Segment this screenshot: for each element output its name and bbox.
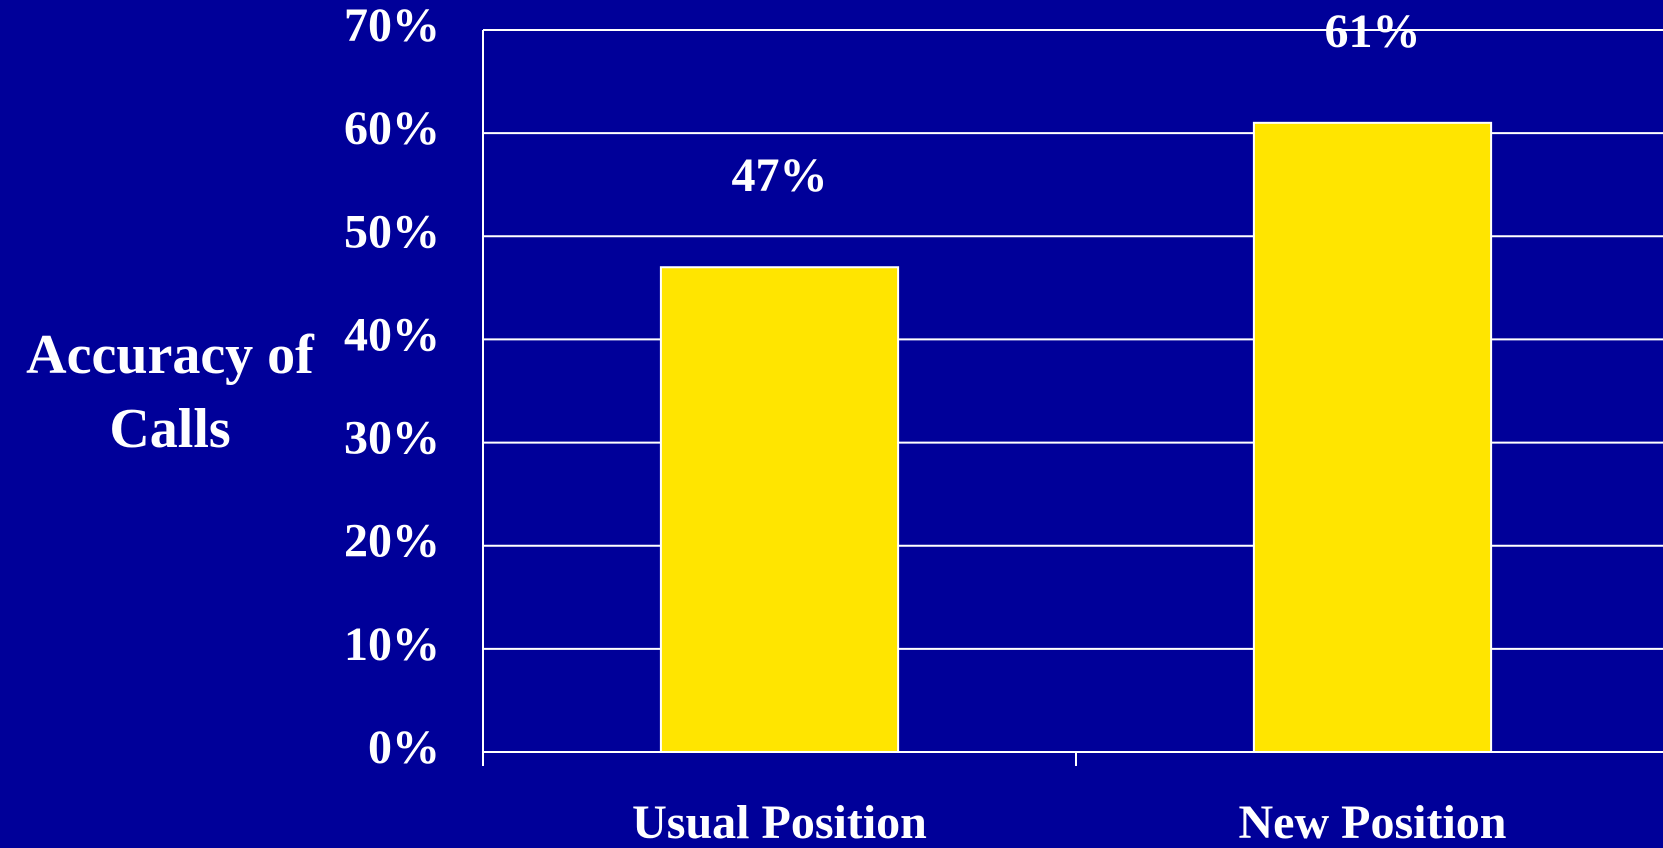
y-tick-label: 20% (344, 515, 440, 568)
y-tick-label: 50% (344, 205, 440, 258)
y-tick-label: 40% (344, 308, 440, 361)
y-tick-label: 10% (344, 618, 440, 671)
x-tick-label: New Position (1239, 796, 1507, 848)
y-tick-label: 60% (344, 102, 440, 155)
bar (659, 266, 900, 753)
value-label: 61% (1325, 5, 1421, 58)
x-tick-label: Usual Position (632, 796, 927, 848)
value-label: 47% (732, 149, 828, 202)
y-tick-label: 0% (368, 721, 440, 774)
y-axis-label: Accuracy of Calls (26, 324, 314, 460)
y-tick-label: 30% (344, 412, 440, 465)
bar (1252, 121, 1493, 754)
y-tick-label: 70% (344, 0, 440, 52)
